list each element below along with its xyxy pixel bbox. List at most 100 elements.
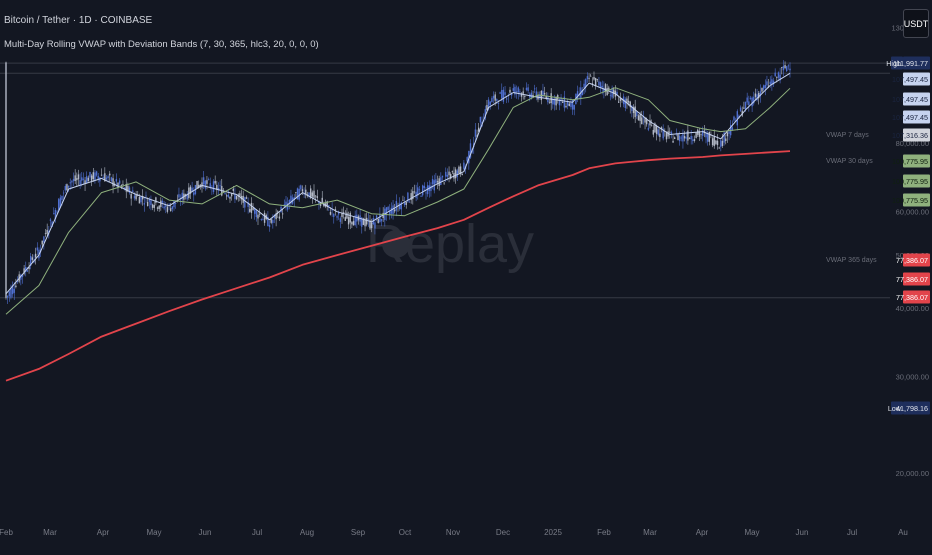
- candle-body: [599, 82, 602, 88]
- symbol-title[interactable]: Bitcoin / Tether · 1D · COINBASE: [4, 15, 153, 26]
- candle-body: [662, 128, 664, 139]
- candle: [150, 195, 152, 211]
- candle-body: [333, 213, 335, 217]
- candle: [184, 193, 187, 200]
- candle-body: [583, 83, 585, 88]
- candle: [555, 96, 557, 110]
- candle: [380, 218, 383, 227]
- candle: [440, 172, 442, 186]
- time-axis[interactable]: Feb Mar Apr May Jun Jul Aug Sep Oct Nov Dec 2025 Feb…: [0, 528, 908, 537]
- candle: [189, 184, 192, 199]
- candle: [753, 91, 755, 106]
- candle-body: [173, 201, 175, 208]
- candle-body: [389, 210, 391, 215]
- candle-body: [588, 77, 590, 79]
- vwap365-price-tag-text: 77,386.07: [896, 256, 928, 265]
- candle: [585, 78, 587, 93]
- vwap365-price-tag-bg: [903, 272, 930, 286]
- candle-body: [104, 173, 106, 182]
- candle-body: [652, 129, 654, 135]
- candle: [118, 178, 121, 187]
- high-tag-text: High: [886, 59, 901, 68]
- candle-body: [637, 115, 640, 121]
- candle-body: [721, 141, 724, 146]
- candle-body: [767, 85, 770, 87]
- candle: [349, 211, 351, 230]
- candle-body: [468, 151, 470, 164]
- candle: [644, 116, 646, 130]
- candle-body: [278, 216, 281, 219]
- candle: [178, 187, 180, 200]
- candle: [687, 124, 689, 145]
- candle: [344, 210, 346, 221]
- candle: [525, 82, 528, 92]
- candle-body: [744, 101, 747, 110]
- candle-body: [171, 206, 174, 209]
- candle: [761, 87, 763, 94]
- candle: [619, 92, 622, 108]
- candle-body: [413, 191, 416, 193]
- candle: [278, 212, 281, 222]
- candle-body: [654, 123, 656, 133]
- candle-body: [525, 87, 528, 90]
- candle-body: [522, 91, 524, 94]
- candle: [491, 96, 493, 103]
- x-tick-label: Oct: [399, 528, 412, 537]
- candle: [665, 131, 668, 143]
- candle-body: [204, 180, 206, 189]
- candle-body: [616, 91, 618, 96]
- candle-body: [21, 274, 24, 278]
- candle: [548, 99, 551, 104]
- candle: [188, 183, 190, 200]
- candle-body: [356, 214, 358, 222]
- candle: [165, 201, 167, 214]
- candle-body: [255, 210, 258, 218]
- candle: [263, 210, 266, 226]
- candle: [245, 195, 248, 200]
- candle-body: [375, 215, 378, 218]
- candle-body: [226, 195, 228, 197]
- candle-body: [90, 175, 93, 181]
- candle: [695, 132, 697, 139]
- study-title[interactable]: Multi-Day Rolling VWAP with Deviation Ba…: [4, 39, 319, 50]
- candle: [566, 98, 569, 110]
- candle: [336, 214, 338, 221]
- candle-body: [499, 92, 501, 94]
- candle-body: [720, 140, 722, 147]
- candle-body: [771, 79, 773, 85]
- candle: [268, 220, 271, 232]
- candle: [321, 191, 323, 204]
- candle: [240, 189, 243, 205]
- candle: [92, 168, 94, 182]
- candle-body: [61, 195, 63, 201]
- candle: [543, 86, 546, 97]
- candle-body: [230, 193, 233, 197]
- candle-body: [26, 270, 29, 272]
- candle: [634, 99, 636, 123]
- vwap-line-label: VWAP 30 days: [826, 158, 873, 165]
- high-tag: High: [886, 56, 903, 70]
- candle-body: [366, 217, 368, 225]
- candle-body: [250, 202, 253, 213]
- candle: [179, 194, 182, 207]
- candle-body: [87, 177, 90, 182]
- candle: [206, 176, 208, 190]
- current-price-tag-bg: [903, 128, 930, 142]
- candle-body: [454, 169, 457, 179]
- candle-body: [308, 192, 310, 197]
- currency-button[interactable]: USDT: [903, 9, 929, 38]
- candle-body: [631, 105, 633, 111]
- candle-body: [89, 171, 91, 178]
- candle-body: [331, 208, 333, 211]
- candle: [395, 194, 398, 217]
- candle-body: [502, 89, 505, 102]
- candle-body: [476, 135, 478, 137]
- candle-body: [364, 218, 366, 227]
- candle: [698, 127, 701, 141]
- candle-body: [629, 101, 631, 108]
- candle-body: [405, 201, 407, 205]
- candle-body: [688, 137, 691, 139]
- candle-body: [394, 209, 396, 212]
